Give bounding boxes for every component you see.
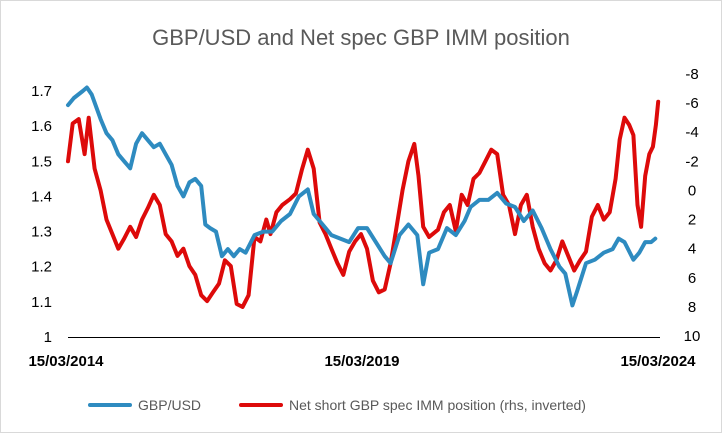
right-tick-label: -8 xyxy=(685,66,698,83)
legend: GBP/USD Net short GBP spec IMM position (… xyxy=(88,397,586,413)
series-line-net-short-imm xyxy=(66,99,661,309)
left-tick-label: 1.6 xyxy=(31,118,52,135)
left-tick-label: 1.7 xyxy=(31,83,52,100)
left-tick-label: 1.4 xyxy=(31,188,52,205)
x-axis-ticks: 15/03/2014 15/03/2019 15/03/2024 xyxy=(28,353,696,370)
legend-label: GBP/USD xyxy=(138,397,201,413)
x-tick-label: 15/03/2024 xyxy=(620,353,696,370)
right-tick-label: -4 xyxy=(685,124,698,141)
right-tick-label: 6 xyxy=(688,270,696,287)
legend-label: Net short GBP spec IMM position (rhs, in… xyxy=(289,397,586,413)
right-tick-label: 4 xyxy=(688,241,696,258)
right-tick-label: 0 xyxy=(688,182,696,199)
series-layer xyxy=(66,85,661,309)
x-tick-label: 15/03/2019 xyxy=(324,353,399,370)
right-tick-label: 10 xyxy=(684,328,701,345)
right-tick-label: -6 xyxy=(685,95,698,112)
right-axis-ticks: -8 -6 -4 -2 0 2 4 6 8 10 xyxy=(684,66,701,345)
left-tick-label: 1 xyxy=(44,329,52,346)
legend-item-net-short-imm: Net short GBP spec IMM position (rhs, in… xyxy=(239,397,586,413)
x-tick-label: 15/03/2014 xyxy=(28,353,104,370)
series-line-gbpusd xyxy=(66,85,658,308)
left-tick-label: 1.2 xyxy=(31,259,52,276)
right-tick-label: -2 xyxy=(685,153,698,170)
right-tick-label: 8 xyxy=(688,299,696,316)
left-tick-label: 1.1 xyxy=(31,294,52,311)
left-tick-label: 1.5 xyxy=(31,153,52,170)
left-tick-label: 1.3 xyxy=(31,224,52,241)
legend-item-gbpusd: GBP/USD xyxy=(88,397,201,413)
chart-title: GBP/USD and Net spec GBP IMM position xyxy=(152,25,570,50)
right-tick-label: 2 xyxy=(688,212,696,229)
left-axis-ticks: 1.7 1.6 1.5 1.4 1.3 1.2 1.1 1 xyxy=(31,83,52,346)
